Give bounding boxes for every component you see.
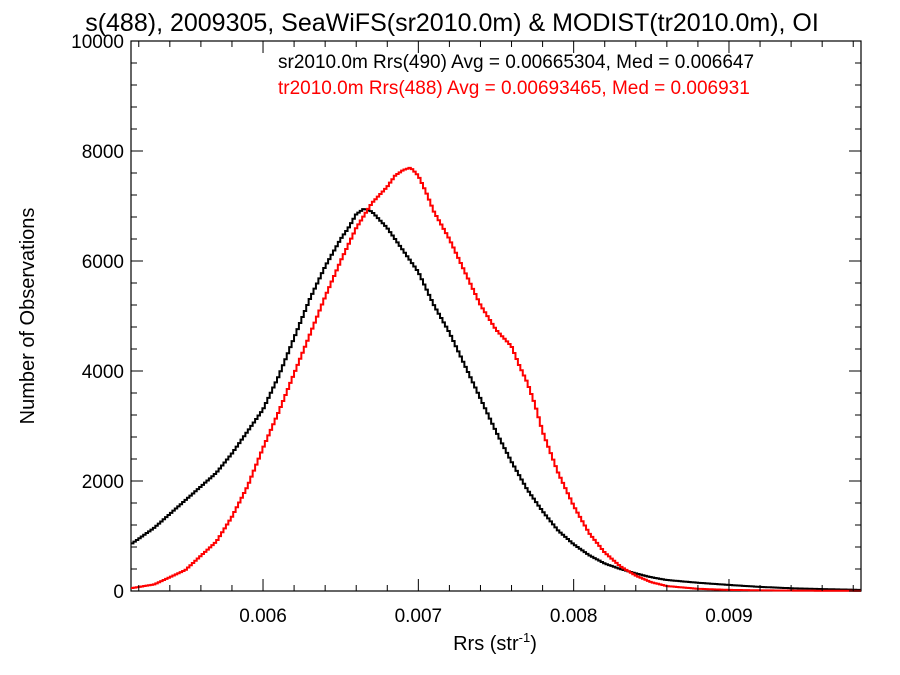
series-line-black bbox=[131, 208, 861, 591]
x-axis-label-suffix: ) bbox=[530, 633, 537, 655]
annotation-red: tr2010.0m Rrs(488) Avg = 0.00693465, Med… bbox=[278, 78, 750, 99]
x-tick-label: 0.007 bbox=[395, 606, 443, 627]
y-axis-label: Number of Observations bbox=[17, 208, 39, 425]
y-tick-label: 4000 bbox=[82, 362, 124, 383]
annotation-black: sr2010.0m Rrs(490) Avg = 0.00665304, Med… bbox=[278, 52, 754, 73]
x-axis-label: Rrs (str-1) bbox=[453, 630, 537, 655]
y-tick-label: 2000 bbox=[82, 472, 124, 493]
x-axis-label-main: Rrs (str bbox=[453, 633, 519, 655]
x-axis-label-superscript: -1 bbox=[519, 630, 531, 645]
x-tick-label: 0.008 bbox=[550, 606, 598, 627]
y-tick-label: 8000 bbox=[82, 142, 124, 163]
x-tick-label: 0.006 bbox=[239, 606, 287, 627]
y-tick-label: 6000 bbox=[82, 252, 124, 273]
y-tick-label: 10000 bbox=[71, 32, 124, 53]
series-line-red bbox=[131, 166, 861, 592]
x-tick-label: 0.009 bbox=[705, 606, 753, 627]
ticks-layer: 0.006 0.007 0.008 0.009 0 2000 4000 6000 8000 100… bbox=[71, 32, 861, 627]
chart-title: s(488), 2009305, SeaWiFS(sr2010.0m) & MO… bbox=[85, 9, 819, 37]
plot-frame bbox=[130, 40, 862, 592]
series-layer bbox=[131, 166, 861, 592]
plot-area bbox=[130, 40, 862, 592]
y-tick-label: 0 bbox=[113, 582, 124, 603]
